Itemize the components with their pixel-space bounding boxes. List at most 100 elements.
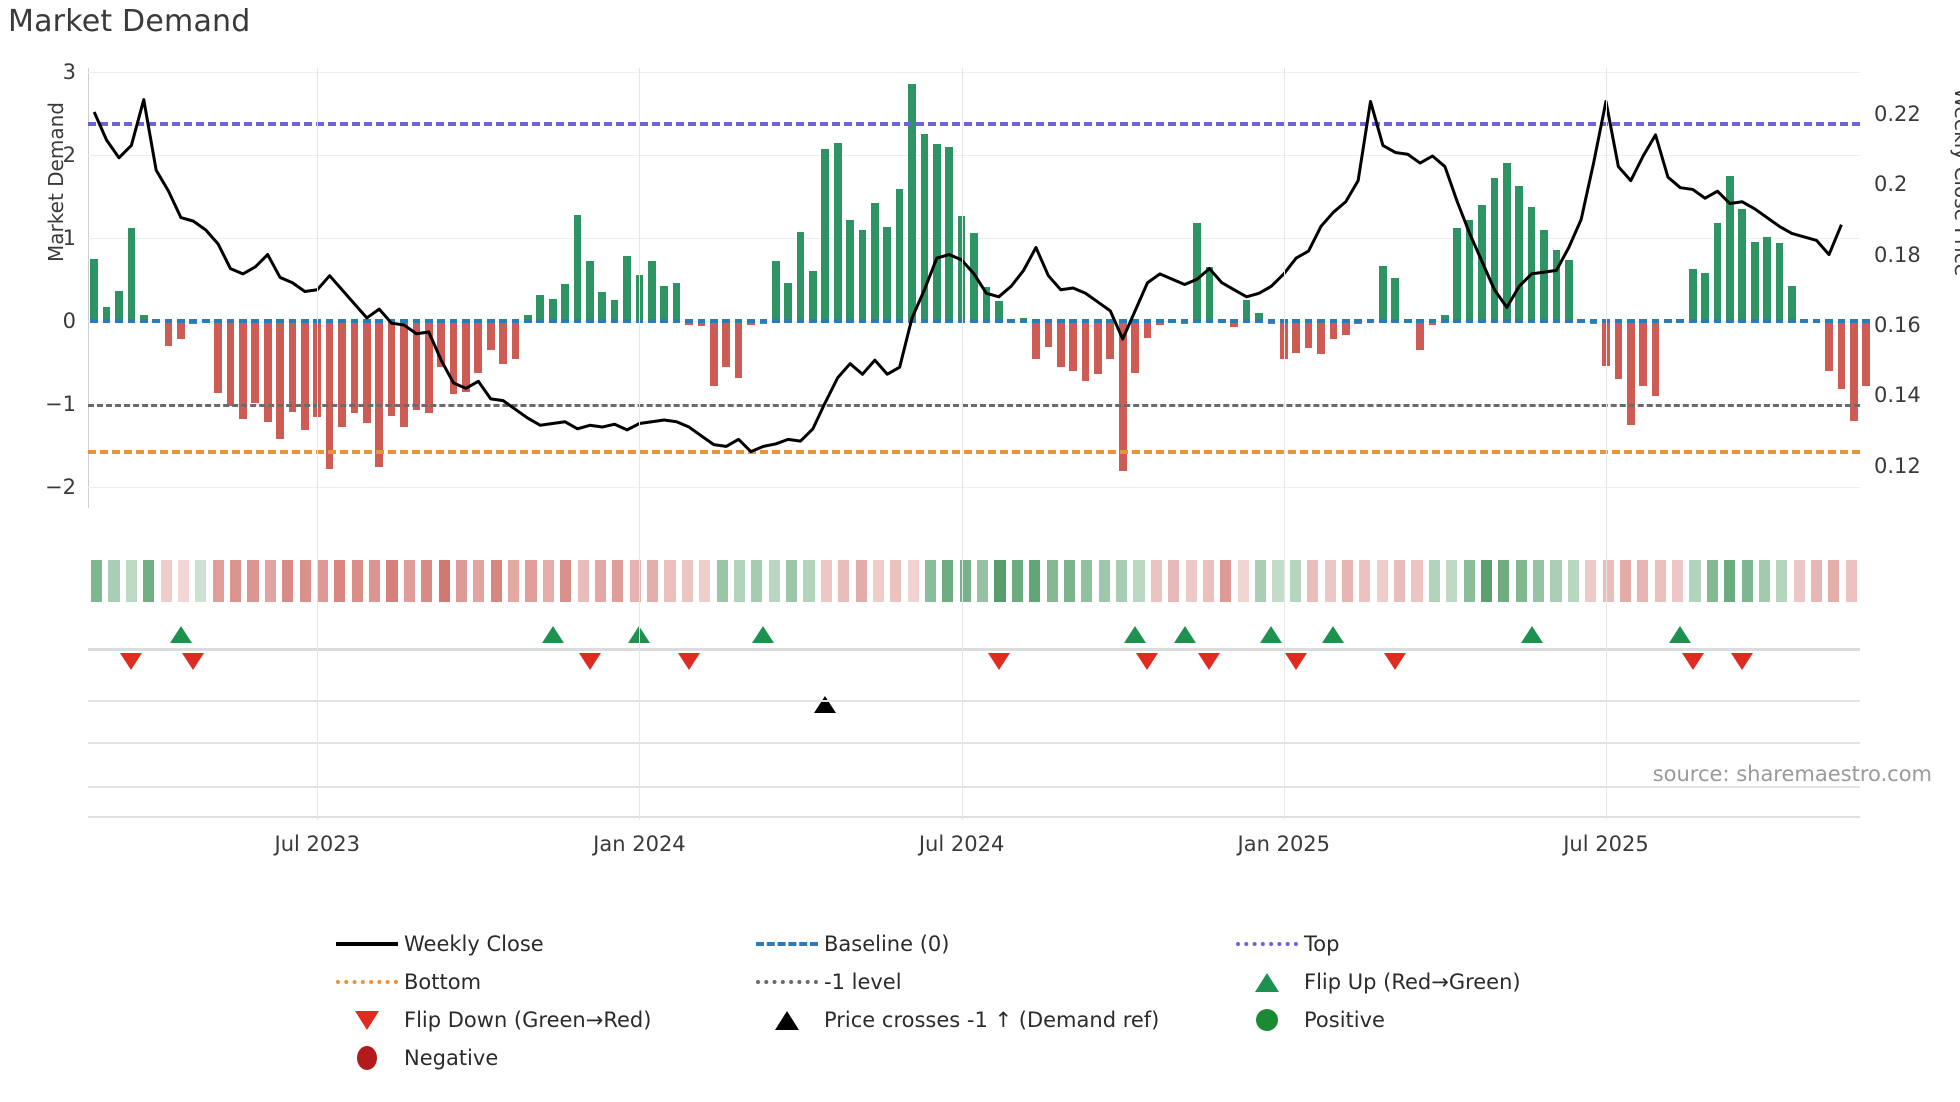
baseline-segment bbox=[462, 319, 470, 324]
legend-item[interactable]: Weekly Close bbox=[330, 925, 750, 963]
legend-item[interactable]: Positive bbox=[1230, 1001, 1710, 1039]
strip-cell bbox=[1793, 560, 1805, 602]
legend-item[interactable]: Negative bbox=[330, 1039, 750, 1077]
flip-up-marker bbox=[1173, 626, 1196, 643]
demand-bar bbox=[288, 321, 297, 412]
strip-cell bbox=[1567, 560, 1579, 602]
baseline-segment bbox=[189, 319, 198, 324]
demand-bar bbox=[1329, 321, 1338, 340]
strip-cell bbox=[1845, 560, 1857, 602]
baseline-segment bbox=[1354, 319, 1362, 324]
demand-bar bbox=[796, 232, 805, 322]
baseline-segment bbox=[573, 319, 582, 324]
demand-bar bbox=[982, 287, 991, 322]
strip-cell bbox=[1202, 560, 1215, 602]
legend-label: Positive bbox=[1304, 1008, 1385, 1032]
legend-spacer bbox=[1230, 1039, 1710, 1077]
strip-cell bbox=[1446, 560, 1458, 602]
strip-cell bbox=[160, 560, 172, 602]
demand-bar bbox=[1713, 223, 1722, 322]
flip-down-marker bbox=[1384, 653, 1407, 670]
line-solid-black-glyph bbox=[336, 942, 398, 946]
strip-cell bbox=[1828, 560, 1840, 602]
strip-cell bbox=[1689, 560, 1701, 602]
baseline-segment bbox=[1763, 319, 1771, 324]
legend-circle-green-icon bbox=[1230, 1009, 1304, 1031]
y-axis-tick-right: 0.12 bbox=[1874, 453, 1921, 478]
baseline-segment bbox=[90, 319, 99, 324]
strip-cell bbox=[1811, 560, 1823, 602]
legend-line-dotted-orange-icon bbox=[330, 980, 404, 984]
baseline-segment bbox=[858, 319, 867, 324]
demand-bar bbox=[561, 283, 569, 322]
baseline-segment bbox=[301, 319, 309, 324]
legend-row: Flip Down (Green→Red) Price crosses -1 ↑ … bbox=[330, 1001, 1760, 1039]
strip-cell bbox=[1376, 560, 1388, 602]
demand-bar bbox=[610, 299, 619, 322]
demand-bar bbox=[1317, 321, 1325, 355]
strip-cell bbox=[1341, 560, 1354, 602]
strip-cell bbox=[977, 560, 989, 602]
demand-bar bbox=[239, 321, 247, 420]
legend-item[interactable]: -1 level bbox=[750, 963, 1230, 1001]
baseline-segment bbox=[1502, 319, 1511, 324]
gridline bbox=[88, 72, 1860, 74]
demand-bar bbox=[1614, 321, 1623, 380]
strip-cell bbox=[421, 560, 433, 602]
demand-bar bbox=[127, 228, 136, 322]
baseline-segment bbox=[1837, 319, 1846, 324]
baseline-segment bbox=[697, 319, 706, 324]
demand-bar bbox=[1193, 223, 1201, 322]
baseline-segment bbox=[1267, 319, 1276, 324]
legend-item[interactable]: Price crosses -1 ↑ (Demand ref) bbox=[750, 1001, 1230, 1039]
demand-bar bbox=[474, 321, 483, 373]
strip-cell bbox=[1480, 560, 1493, 602]
baseline-segment bbox=[709, 319, 718, 324]
price-cross-marker bbox=[814, 696, 837, 713]
gridline bbox=[88, 155, 1860, 157]
demand-bar bbox=[387, 321, 396, 416]
legend-item[interactable]: Baseline (0) bbox=[750, 925, 1230, 963]
legend-item[interactable]: Flip Down (Green→Red) bbox=[330, 1001, 750, 1039]
demand-bar bbox=[499, 321, 507, 365]
baseline-segment bbox=[115, 319, 123, 324]
strip-cell bbox=[925, 560, 937, 602]
legend-item[interactable]: Flip Up (Red→Green) bbox=[1230, 963, 1710, 1001]
baseline-segment bbox=[1713, 319, 1722, 324]
strip-cell bbox=[316, 560, 329, 602]
flip-markers-row bbox=[88, 612, 1860, 713]
legend-item[interactable]: Bottom bbox=[330, 963, 750, 1001]
baseline-segment bbox=[1329, 319, 1338, 324]
demand-bar bbox=[1056, 321, 1065, 367]
baseline-segment bbox=[1255, 319, 1263, 324]
baseline-segment bbox=[313, 319, 322, 324]
legend-item[interactable]: Top bbox=[1230, 925, 1710, 963]
baseline-segment bbox=[127, 319, 136, 324]
chart-title: Market Demand bbox=[8, 4, 251, 39]
demand-bar bbox=[1701, 273, 1709, 322]
strip-cell bbox=[508, 560, 520, 602]
y-axis-left-label: Market Demand bbox=[44, 102, 68, 262]
demand-bar bbox=[1416, 321, 1424, 351]
strip-cell bbox=[1150, 560, 1162, 602]
strip-cell bbox=[1098, 560, 1110, 602]
demand-bar bbox=[1255, 312, 1263, 322]
x-gridline bbox=[1605, 68, 1607, 820]
baseline-segment bbox=[833, 319, 842, 324]
baseline-segment bbox=[685, 319, 693, 324]
baseline-segment bbox=[635, 319, 644, 324]
baseline-segment bbox=[1379, 319, 1387, 324]
baseline-segment bbox=[1577, 319, 1586, 324]
demand-bar bbox=[784, 283, 792, 322]
strip-cell bbox=[751, 560, 763, 602]
demand-bar bbox=[90, 258, 99, 322]
demand-bar bbox=[362, 321, 371, 424]
baseline-segment bbox=[1688, 319, 1697, 324]
demand-bar bbox=[871, 203, 879, 322]
baseline-segment bbox=[362, 319, 371, 324]
baseline-segment bbox=[1453, 319, 1462, 324]
demand-bar bbox=[1069, 321, 1077, 371]
demand-bar bbox=[338, 321, 346, 427]
baseline-segment bbox=[1304, 319, 1313, 324]
baseline-segment bbox=[1143, 319, 1152, 324]
